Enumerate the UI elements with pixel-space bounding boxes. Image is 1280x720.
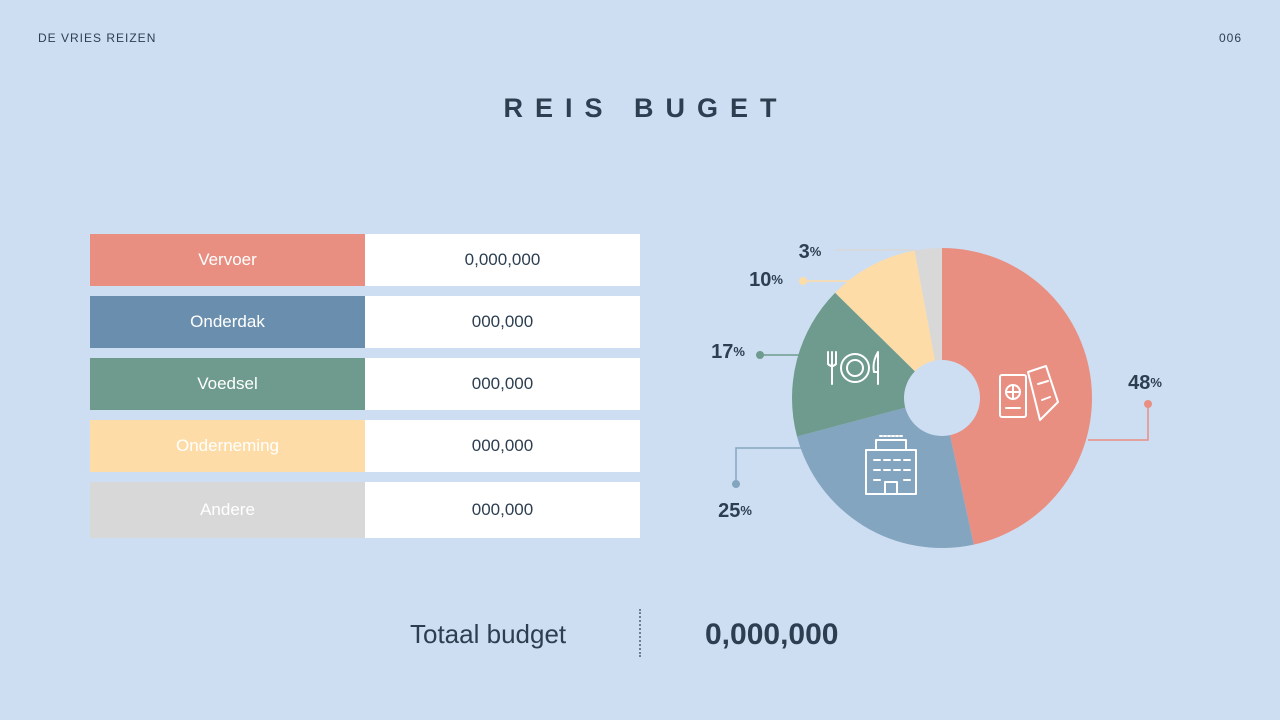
budget-label-onderneming: Onderneming — [90, 420, 365, 472]
budget-row-andere: Andere 000,000 — [90, 482, 640, 538]
plate-cutlery-icon — [827, 351, 879, 385]
building-icon — [865, 435, 917, 495]
budget-row-vervoer: Vervoer 0,000,000 — [90, 234, 640, 286]
pie-label-andere: 3% — [799, 241, 822, 263]
pie-slice-vervoer — [942, 248, 1093, 545]
pie-leader-dot-1 — [732, 480, 740, 488]
pie-slice-voedsel — [792, 292, 942, 437]
passport-ticket-icon — [999, 365, 1059, 421]
budget-table: Vervoer 0,000,000 Onderdak 000,000 Voeds… — [90, 234, 640, 548]
pie-leader-dot-3 — [799, 277, 807, 285]
total-budget-label: Totaal budget — [410, 619, 567, 649]
pie-leader-dot-0 — [1144, 400, 1152, 408]
budget-value-andere: 000,000 — [365, 482, 640, 538]
slide-title: REIS BUGET — [503, 93, 789, 123]
dotted-divider — [639, 609, 641, 657]
page-number: 006 — [1218, 31, 1242, 45]
pie-label-onderdak: 25% — [718, 500, 752, 522]
budget-value-voedsel: 000,000 — [365, 358, 640, 410]
budget-label-vervoer: Vervoer — [90, 234, 365, 286]
budget-row-onderneming: Onderneming 000,000 — [90, 420, 640, 472]
pie-label-onderneming: 10% — [749, 269, 783, 291]
pie-center-hole — [904, 360, 980, 436]
pie-leader-dot-2 — [756, 351, 764, 359]
budget-value-onderneming: 000,000 — [365, 420, 640, 472]
budget-row-voedsel: Voedsel 000,000 — [90, 358, 640, 410]
pie-leader-line-0 — [1088, 404, 1149, 441]
pie-slice-onderneming — [835, 250, 942, 398]
budget-label-onderdak: Onderdak — [90, 296, 365, 348]
pie-slice-onderdak — [797, 398, 974, 548]
total-budget-value: 0,000,000 — [705, 618, 839, 651]
pie-label-voedsel: 17% — [711, 341, 745, 363]
pie-label-vervoer: 48% — [1128, 372, 1162, 394]
pie-slice-andere — [914, 248, 942, 398]
brand-name: DE VRIES REIZEN — [38, 31, 157, 45]
budget-label-voedsel: Voedsel — [90, 358, 365, 410]
budget-row-onderdak: Onderdak 000,000 — [90, 296, 640, 348]
budget-value-vervoer: 0,000,000 — [365, 234, 640, 286]
budget-label-andere: Andere — [90, 482, 365, 538]
pie-leader-line-1 — [735, 447, 802, 484]
budget-value-onderdak: 000,000 — [365, 296, 640, 348]
